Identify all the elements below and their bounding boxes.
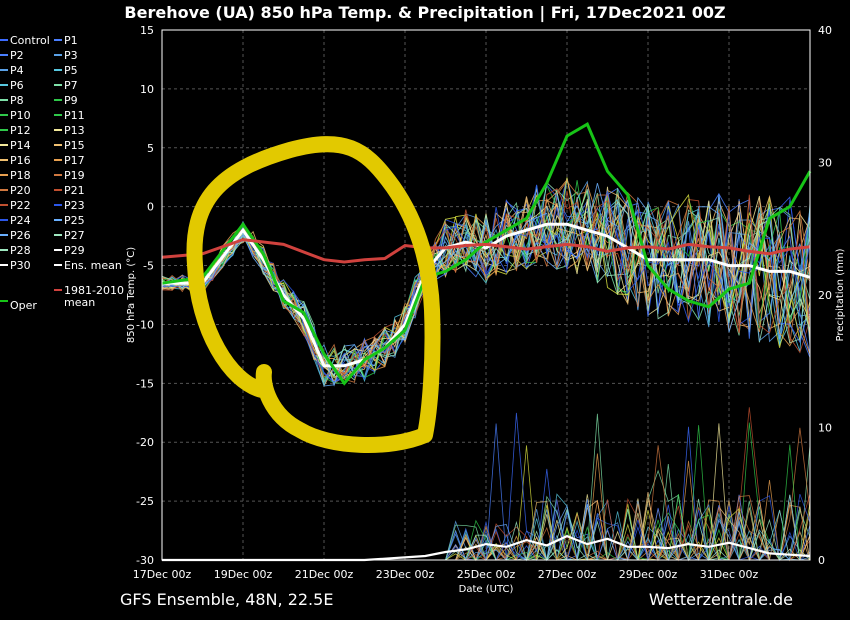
legend-label: P27 bbox=[64, 229, 85, 242]
precip-mean-line bbox=[162, 534, 811, 562]
legend-label: P5 bbox=[64, 64, 78, 77]
x-axis-ticks: 17Dec 00z 19Dec 00z 21Dec 00z 23Dec 00z 25De… bbox=[133, 568, 759, 581]
x-tick-label: 19Dec 00z bbox=[214, 568, 273, 581]
legend: Control P1 P2 P3 P4 P5 P6 P7 P8 P9 P10 P11 P12 P13 P14… bbox=[0, 34, 124, 312]
x-tick-label: 29Dec 00z bbox=[619, 568, 678, 581]
legend-label: P2 bbox=[10, 49, 24, 62]
y-tick-label: 10 bbox=[140, 83, 154, 96]
y-axis-ticks: 15 10 5 0 -5 -10 -15 -20 -25 -30 bbox=[136, 24, 154, 567]
y-tick-label: -5 bbox=[143, 260, 154, 273]
legend-label: P22 bbox=[10, 199, 31, 212]
precipitation-lines bbox=[162, 407, 811, 562]
legend-label: P25 bbox=[64, 214, 85, 227]
legend-label: P17 bbox=[64, 154, 85, 167]
member-line bbox=[161, 189, 811, 383]
legend-label: P20 bbox=[10, 184, 31, 197]
y-tick-label: 0 bbox=[147, 201, 154, 214]
x-tick-label: 21Dec 00z bbox=[295, 568, 354, 581]
member-line bbox=[161, 186, 811, 376]
y2-tick-label: 10 bbox=[818, 422, 832, 435]
legend-label: P24 bbox=[10, 214, 31, 227]
legend-label: P15 bbox=[64, 139, 85, 152]
legend-label: Oper bbox=[10, 299, 37, 312]
legend-label: P28 bbox=[10, 244, 31, 257]
y-tick-label: -25 bbox=[136, 495, 154, 508]
legend-label: P11 bbox=[64, 109, 85, 122]
y-tick-label: -20 bbox=[136, 436, 154, 449]
legend-label: P12 bbox=[10, 124, 31, 137]
legend-label: P23 bbox=[64, 199, 85, 212]
y-tick-label: 15 bbox=[140, 24, 154, 37]
y-tick-label: -10 bbox=[136, 318, 154, 331]
x-tick-label: 23Dec 00z bbox=[376, 568, 435, 581]
main-series bbox=[161, 122, 812, 386]
chart-title: Berehove (UA) 850 hPa Temp. & Precipitat… bbox=[124, 3, 725, 23]
legend-label: P13 bbox=[64, 124, 85, 137]
footer-source: Wetterzentrale.de bbox=[649, 590, 793, 609]
legend-label: P8 bbox=[10, 94, 24, 107]
legend-label: 1981-2010 bbox=[64, 284, 124, 297]
legend-label: P16 bbox=[10, 154, 31, 167]
x-axis-label: Date (UTC) bbox=[459, 584, 514, 595]
legend-label: mean bbox=[64, 296, 95, 309]
footer-model: GFS Ensemble, 48N, 22.5E bbox=[120, 590, 333, 609]
legend-label: P7 bbox=[64, 79, 78, 92]
y-axis-label: 850 hPa Temp. (°C) bbox=[126, 247, 137, 343]
plot-frame bbox=[161, 29, 811, 561]
legend-label: P30 bbox=[10, 259, 31, 272]
legend-label: P26 bbox=[10, 229, 31, 242]
x-tick-label: 17Dec 00z bbox=[133, 568, 192, 581]
legend-label: P3 bbox=[64, 49, 78, 62]
climate-mean-line bbox=[161, 238, 811, 264]
legend-label: P29 bbox=[64, 244, 85, 257]
y-tick-label: -15 bbox=[136, 377, 154, 390]
legend-label: P6 bbox=[10, 79, 24, 92]
legend-label: P18 bbox=[10, 169, 31, 182]
legend-label: P4 bbox=[10, 64, 24, 77]
legend-label: P21 bbox=[64, 184, 85, 197]
legend-label: P19 bbox=[64, 169, 85, 182]
y2-tick-label: 40 bbox=[818, 24, 832, 37]
y2-axis-label: Precipitation (mm) bbox=[835, 248, 846, 341]
y-tick-label: -30 bbox=[136, 554, 154, 567]
oper-line bbox=[161, 122, 812, 386]
member-line bbox=[161, 182, 811, 387]
ens-mean-line bbox=[162, 222, 811, 368]
legend-label: Control bbox=[10, 34, 50, 47]
x-tick-label: 31Dec 00z bbox=[700, 568, 759, 581]
annotation-circle bbox=[186, 136, 441, 453]
y2-tick-label: 30 bbox=[818, 157, 832, 170]
y2-tick-label: 0 bbox=[818, 554, 825, 567]
y-tick-label: 5 bbox=[147, 142, 154, 155]
member-line bbox=[161, 188, 811, 378]
legend-label: P9 bbox=[64, 94, 78, 107]
x-tick-label: 25Dec 00z bbox=[457, 568, 516, 581]
x-tick-label: 27Dec 00z bbox=[538, 568, 597, 581]
legend-label: P14 bbox=[10, 139, 31, 152]
y2-tick-label: 20 bbox=[818, 289, 832, 302]
member-line bbox=[161, 189, 811, 378]
legend-label: P10 bbox=[10, 109, 31, 122]
legend-label: P1 bbox=[64, 34, 78, 47]
y2-axis-ticks: 40 30 20 10 0 bbox=[818, 24, 832, 567]
legend-label: Ens. mean bbox=[64, 259, 122, 272]
